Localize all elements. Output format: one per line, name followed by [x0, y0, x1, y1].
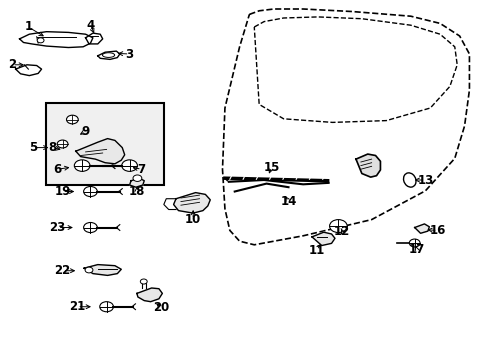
Text: 13: 13: [416, 174, 433, 186]
Circle shape: [85, 267, 93, 273]
Polygon shape: [76, 139, 124, 164]
Circle shape: [66, 115, 78, 124]
Text: 5: 5: [29, 141, 37, 154]
Polygon shape: [84, 265, 121, 275]
Text: 23: 23: [49, 221, 66, 234]
Circle shape: [83, 186, 97, 197]
Circle shape: [122, 160, 137, 171]
Text: 2: 2: [8, 58, 16, 71]
Polygon shape: [173, 193, 210, 213]
Text: 15: 15: [263, 161, 279, 174]
Text: 3: 3: [125, 48, 133, 60]
Circle shape: [140, 279, 147, 284]
Polygon shape: [355, 154, 380, 177]
Polygon shape: [311, 232, 334, 246]
Circle shape: [37, 38, 44, 43]
Text: 1: 1: [24, 21, 32, 33]
Text: 18: 18: [128, 185, 145, 198]
Polygon shape: [137, 288, 162, 302]
Circle shape: [133, 175, 142, 181]
FancyBboxPatch shape: [46, 103, 163, 185]
Ellipse shape: [102, 53, 114, 57]
Text: 17: 17: [407, 243, 424, 256]
Text: 11: 11: [308, 244, 325, 257]
Text: 6: 6: [54, 163, 61, 176]
Text: 20: 20: [153, 301, 169, 314]
Circle shape: [57, 140, 68, 148]
Ellipse shape: [403, 173, 415, 187]
Circle shape: [83, 222, 97, 233]
Text: 22: 22: [54, 264, 71, 277]
Text: 16: 16: [428, 224, 445, 237]
Text: 9: 9: [81, 125, 89, 138]
Text: 14: 14: [280, 195, 296, 208]
Text: 21: 21: [69, 300, 85, 313]
Text: 19: 19: [54, 185, 71, 198]
Text: 12: 12: [333, 225, 350, 238]
Polygon shape: [414, 224, 428, 233]
Text: 8: 8: [49, 141, 57, 154]
Polygon shape: [129, 178, 144, 187]
Text: 4: 4: [86, 19, 94, 32]
Circle shape: [408, 239, 419, 247]
Text: 10: 10: [184, 213, 201, 226]
Circle shape: [74, 160, 90, 171]
Circle shape: [100, 302, 113, 312]
Circle shape: [329, 220, 346, 233]
Text: 7: 7: [138, 163, 145, 176]
